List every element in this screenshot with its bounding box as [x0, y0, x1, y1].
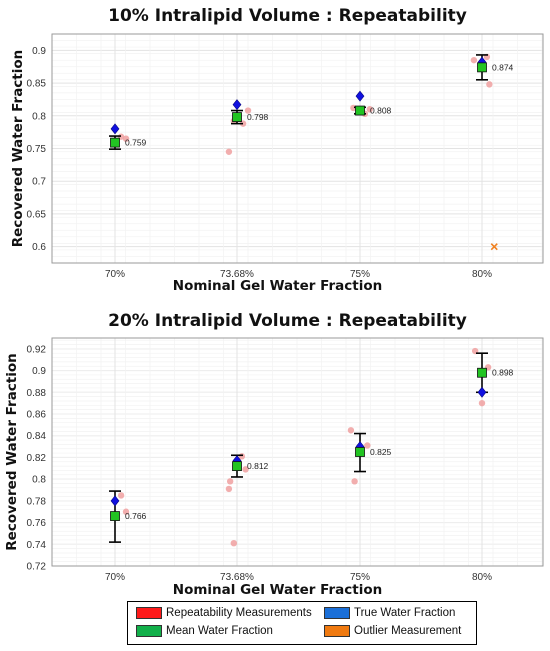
mean-data-label: 0.825 — [370, 447, 392, 457]
x-tick-label: 80% — [472, 572, 492, 583]
repeatability-point — [364, 442, 371, 449]
chart-title: 20% Intralipid Volume : Repeatability — [108, 311, 467, 331]
y-tick-label: 0.65 — [27, 209, 47, 220]
true-water-fraction-marker — [355, 90, 365, 102]
x-tick-label: 73.68% — [220, 269, 254, 280]
chart-panel-2: 0.72 0.74 0.76 0.78 0.8 0.82 0.84 0.86 0.88 0.9 0.… — [4, 311, 544, 598]
mean-data-label: 0.898 — [492, 368, 514, 378]
y-tick-label: 0.88 — [27, 388, 47, 399]
true-water-fraction-marker — [477, 386, 487, 398]
mean-data-label: 0.812 — [247, 461, 269, 471]
true-water-fraction-marker — [110, 495, 120, 507]
repeatability-point — [470, 56, 478, 64]
y-tick-label: 0.85 — [27, 79, 47, 90]
x-tick-label: 75% — [350, 269, 370, 280]
y-axis-label: Recovered Water Fraction — [10, 50, 26, 248]
y-tick-label: 0.75 — [27, 144, 47, 155]
plot-area — [52, 338, 543, 566]
y-tick-label: 0.8 — [32, 111, 46, 122]
legend-item-mean: Mean Water Fraction — [136, 625, 273, 637]
repeatability-point — [244, 107, 252, 114]
y-tick-label: 0.78 — [27, 496, 47, 507]
legend: Repeatability Measurements True Water Fr… — [127, 601, 477, 645]
legend-item-repeatability: Repeatability Measurements — [136, 607, 312, 619]
mean-water-fraction-marker — [110, 137, 120, 148]
x-axis-label: Nominal Gel Water Fraction — [173, 278, 382, 294]
y-tick-label: 0.76 — [27, 518, 47, 529]
x-tick-label: 73.68% — [220, 572, 254, 583]
repeatability-point — [242, 466, 249, 473]
chart-panel-1: 0.6 0.65 0.7 0.75 0.8 0.85 0.9 70% 73.68% 75% 80% 1… — [10, 6, 544, 294]
y-tick-label: 0.72 — [27, 562, 47, 573]
y-tick-label: 0.86 — [27, 410, 47, 421]
legend-item-outlier: Outlier Measurement — [324, 625, 461, 637]
repeatability-point — [366, 106, 373, 113]
legend-swatch-mean — [136, 625, 162, 637]
plot-frame — [51, 337, 544, 567]
repeatability-point — [122, 135, 130, 142]
y-tick-label: 0.82 — [27, 453, 47, 464]
outlier-marker — [490, 243, 498, 251]
mean-water-fraction-marker — [355, 105, 365, 116]
true-water-fraction-marker — [110, 123, 120, 135]
repeatability-point — [478, 399, 486, 407]
plot-frame — [51, 33, 544, 264]
x-axis-label: Nominal Gel Water Fraction — [173, 582, 382, 598]
y-tick-label: 0.7 — [32, 177, 46, 188]
repeatability-point — [350, 104, 357, 112]
repeatability-point — [347, 427, 355, 434]
repeatability-point — [117, 492, 125, 499]
mean-water-fraction-marker — [355, 447, 365, 457]
legend-item-true: True Water Fraction — [324, 607, 455, 619]
x-tick-label: 70% — [105, 572, 125, 583]
mean-data-label: 0.798 — [247, 112, 269, 122]
mean-data-label: 0.766 — [125, 511, 147, 521]
legend-label-mean: Mean Water Fraction — [166, 625, 273, 637]
chart-title: 10% Intralipid Volume : Repeatability — [108, 6, 467, 26]
legend-swatch-outlier — [324, 625, 350, 637]
mean-water-fraction-marker — [232, 461, 242, 472]
legend-swatch-true — [324, 607, 350, 619]
x-tick-label: 70% — [105, 269, 125, 280]
y-tick-label: 0.9 — [32, 366, 46, 377]
repeatability-point — [225, 148, 233, 155]
x-tick-label: 80% — [472, 269, 492, 280]
y-tick-label: 0.84 — [27, 431, 47, 442]
repeatability-point — [122, 508, 130, 515]
repeatability-point — [486, 81, 493, 88]
mean-data-label: 0.808 — [370, 106, 392, 116]
repeatability-point — [225, 485, 233, 493]
legend-swatch-repeatability — [136, 607, 162, 619]
y-axis-label: Recovered Water Fraction — [4, 353, 20, 551]
true-water-fraction-marker — [232, 99, 242, 111]
mean-water-fraction-marker — [232, 112, 242, 122]
x-tick-label: 75% — [350, 572, 370, 583]
y-tick-label: 0.8 — [32, 475, 46, 486]
legend-label-outlier: Outlier Measurement — [354, 625, 462, 637]
y-tick-label: 0.74 — [27, 540, 47, 551]
legend-label-repeatability: Repeatability Measurements — [166, 607, 312, 619]
mean-water-fraction-marker — [477, 367, 487, 378]
y-tick-label: 0.92 — [27, 344, 47, 355]
mean-data-label: 0.874 — [492, 62, 514, 72]
legend-label-true: True Water Fraction — [354, 607, 456, 619]
repeatability-point — [239, 120, 247, 127]
y-tick-label: 0.6 — [32, 242, 46, 253]
repeatability-point — [230, 540, 238, 547]
y-tick-label: 0.9 — [32, 46, 46, 57]
repeatability-point — [226, 478, 234, 485]
mean-data-label: 0.759 — [125, 138, 147, 148]
repeatability-point — [351, 478, 358, 485]
mean-water-fraction-marker — [477, 62, 487, 73]
mean-water-fraction-marker — [110, 511, 120, 521]
